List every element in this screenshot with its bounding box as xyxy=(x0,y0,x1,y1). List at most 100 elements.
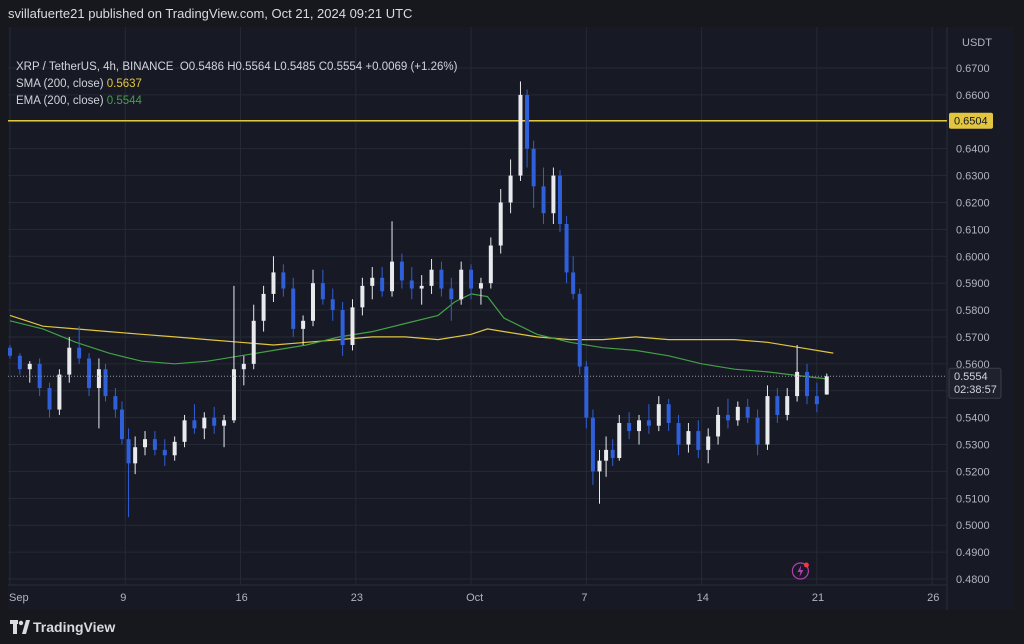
candle-down xyxy=(666,404,671,424)
open-label: O xyxy=(179,61,189,73)
candle-down xyxy=(119,409,124,440)
candle-up xyxy=(57,374,62,410)
candle-down xyxy=(775,396,780,415)
tradingview-brand[interactable]: TradingView xyxy=(33,619,116,635)
footer-bar: TradingView xyxy=(0,610,1024,644)
candle-down xyxy=(113,396,118,410)
ema-value: 0.5544 xyxy=(106,95,142,107)
time-tick-label: 9 xyxy=(120,592,126,604)
ema-legend-row[interactable]: EMA (200, close) 0.5544 xyxy=(16,93,457,110)
price-tick-label: 0.6300 xyxy=(956,171,990,183)
candle-down xyxy=(17,355,22,370)
candle-up xyxy=(459,269,464,300)
candle-down xyxy=(745,406,750,418)
time-tick-label: 16 xyxy=(236,592,248,604)
high-label: H xyxy=(227,61,236,73)
candle-down xyxy=(340,310,345,346)
chart-panel[interactable]: 0.4800 0.4900 0.5000 0.5100 0.5200 0.5300 0.54… xyxy=(8,27,1014,610)
sma-legend-row[interactable]: SMA (200, close) 0.5637 xyxy=(16,76,457,93)
candle-up xyxy=(231,369,236,421)
candle-up xyxy=(271,272,276,294)
candle-down xyxy=(557,175,562,224)
price-tick-label: 0.6100 xyxy=(956,224,990,236)
candle-down xyxy=(814,396,819,405)
candle-down xyxy=(439,269,444,289)
candle-up xyxy=(241,363,246,370)
low-label: L xyxy=(273,61,281,73)
candle-down xyxy=(577,293,582,367)
high-value: 0.5564 xyxy=(235,61,271,73)
candle-up xyxy=(706,436,711,450)
candle-up xyxy=(686,431,691,445)
open-value: 0.5486 xyxy=(188,61,224,73)
price-tick-label: 0.6000 xyxy=(956,251,990,263)
candle-down xyxy=(87,358,92,389)
candle-up xyxy=(518,94,523,176)
lightning-bolt-icon xyxy=(797,565,804,577)
candle-down xyxy=(571,272,576,294)
candle-down xyxy=(192,420,197,429)
candle-up xyxy=(143,439,148,448)
candle-down xyxy=(610,449,615,458)
candle-up xyxy=(261,293,266,321)
candle-down xyxy=(627,423,632,432)
chart-background xyxy=(8,27,1014,610)
candle-up xyxy=(350,307,355,346)
close-label: C xyxy=(318,61,327,73)
candle-down xyxy=(590,417,595,472)
time-tick-label: Oct xyxy=(466,592,483,604)
candle-up xyxy=(360,285,365,308)
price-tick-label: 0.6600 xyxy=(956,90,990,102)
candlestick-chart[interactable]: 0.4800 0.4900 0.5000 0.5100 0.5200 0.5300 0.54… xyxy=(8,27,1014,610)
price-tick-label: 0.5100 xyxy=(956,493,990,505)
candle-up xyxy=(488,245,493,284)
current-price-badge-text: 0.5554 xyxy=(954,371,988,383)
candle-down xyxy=(37,363,42,389)
ema-label: EMA (200, close) xyxy=(16,95,104,107)
price-tick-label: 0.4900 xyxy=(956,547,990,559)
candle-up xyxy=(222,420,227,426)
price-tick-label: 0.4800 xyxy=(956,574,990,586)
candle-down xyxy=(8,347,12,356)
candle-up xyxy=(785,396,790,415)
candle-down xyxy=(126,439,131,464)
candle-up xyxy=(182,420,187,442)
currency-label: USDT xyxy=(962,37,992,49)
symbol-label[interactable]: XRP / TetherUS, 4h, BINANCE xyxy=(16,61,174,73)
candle-up xyxy=(716,414,721,437)
time-tick-label: 14 xyxy=(697,592,709,604)
price-tick-label: 0.5800 xyxy=(956,305,990,317)
candle-up xyxy=(508,175,513,203)
candle-down xyxy=(469,269,474,289)
price-tick-label: 0.6700 xyxy=(956,63,990,75)
candle-up xyxy=(765,396,770,445)
tradingview-logo-icon[interactable] xyxy=(10,620,30,634)
candle-down xyxy=(564,223,569,273)
candle-down xyxy=(755,417,760,445)
candle-up xyxy=(390,261,395,292)
price-tick-label: 0.5200 xyxy=(956,466,990,478)
candle-up xyxy=(370,277,375,286)
candle-down xyxy=(696,431,701,450)
candle-up xyxy=(735,406,740,421)
countdown-badge-text: 02:38:57 xyxy=(954,384,997,396)
publisher-header: svillafuerte21 published on TradingView.… xyxy=(0,0,1024,27)
candle-up xyxy=(172,441,177,456)
candle-up xyxy=(429,269,434,286)
time-tick-label: 23 xyxy=(351,592,363,604)
candle-up xyxy=(133,447,138,464)
candle-up xyxy=(67,347,72,375)
candle-up xyxy=(498,202,503,246)
current-price-badge xyxy=(948,367,1002,399)
candle-up xyxy=(795,371,800,397)
candle-up xyxy=(617,423,622,458)
candle-up xyxy=(251,320,256,364)
level-price-badge xyxy=(949,112,993,129)
candle-up xyxy=(478,283,483,289)
candle-up xyxy=(604,449,609,461)
sma-value: 0.5637 xyxy=(106,78,142,90)
candle-down xyxy=(162,449,167,456)
candle-up xyxy=(637,420,642,432)
candle-up xyxy=(310,283,315,321)
candle-down xyxy=(804,371,809,397)
